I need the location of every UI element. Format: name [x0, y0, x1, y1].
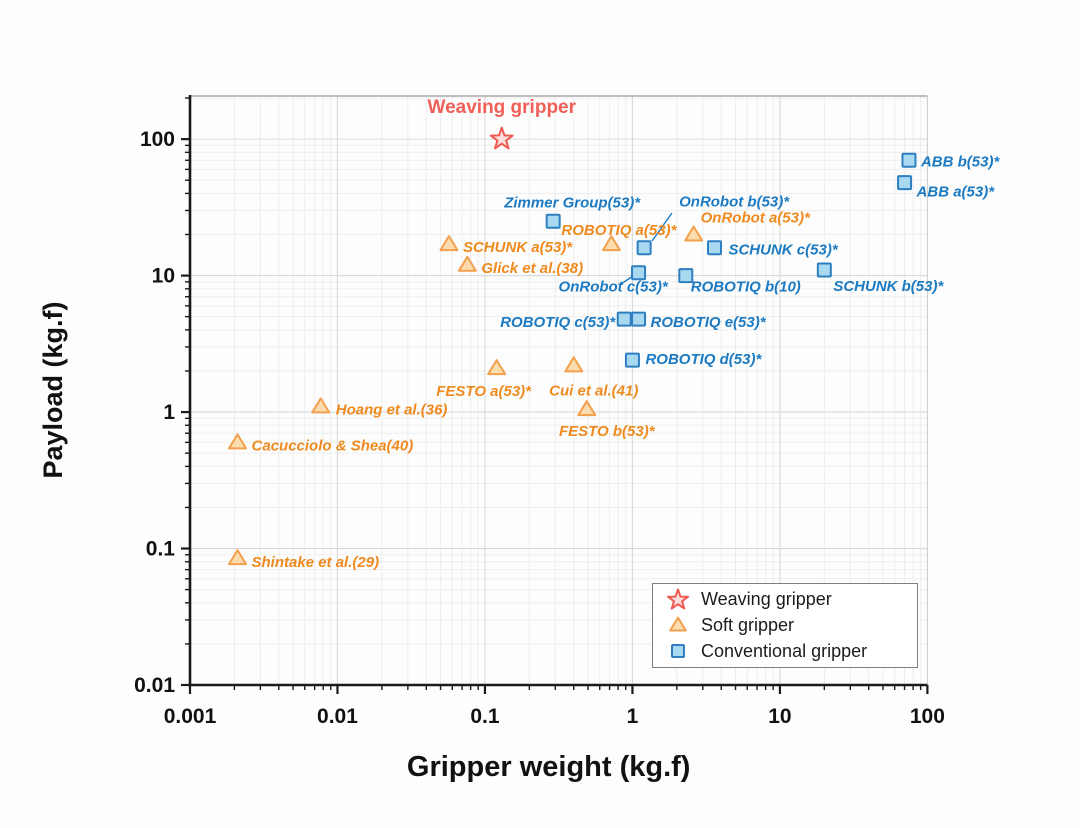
soft-gripper-marker — [564, 356, 584, 373]
conventional-gripper-marker — [816, 262, 832, 278]
x-tick-label: 0.001 — [164, 705, 217, 728]
conventional-gripper-marker — [636, 240, 652, 256]
soft-gripper-marker — [487, 359, 507, 376]
conventional-gripper-marker — [901, 152, 917, 168]
data-point-label: ROBOTIQ a(53)* — [561, 222, 677, 239]
data-point-label: Hoang et al.(36) — [336, 401, 448, 418]
conventional-gripper-marker — [616, 311, 632, 327]
conventional-gripper-marker — [631, 265, 647, 281]
soft-gripper-marker — [228, 433, 248, 450]
data-point-label: Cacucciolo & Shea(40) — [252, 437, 414, 454]
legend-item-weaving-gripper: Weaving gripper — [665, 587, 913, 612]
weaving-gripper-marker — [489, 126, 514, 150]
legend-label: Soft gripper — [701, 614, 795, 635]
y-tick-label: 0.1 — [146, 538, 176, 561]
data-point-label: ABB a(53)* — [916, 184, 996, 201]
soft-gripper-marker — [311, 397, 331, 414]
soft-gripper-marker — [457, 255, 477, 272]
data-point-label: ROBOTIQ c(53)* — [500, 314, 616, 331]
legend-item-conventional-gripper: Conventional gripper — [665, 639, 913, 664]
y-tick-label: 100 — [140, 128, 175, 151]
conventional-gripper-marker — [545, 213, 561, 229]
data-point-label: ROBOTIQ d(53)* — [645, 351, 762, 368]
data-point-label: Cui et al.(41) — [549, 382, 638, 399]
data-point-label: Glick et al.(38) — [481, 260, 583, 277]
axes: 0.001 0.01 0.1 1 10 100 0.01 0.1 1 10 100 Gripper w… — [38, 95, 945, 783]
x-tick-label: 1 — [627, 705, 639, 728]
legend: Weaving gripper Soft gripper Conventional … — [652, 583, 918, 668]
square-icon — [671, 644, 685, 659]
y-axis-title: Payload (kg.f) — [38, 301, 68, 478]
data-point-label: ABB b(53)* — [920, 153, 1001, 170]
y-tick-label: 0.01 — [134, 674, 175, 697]
conventional-gripper-marker — [897, 175, 913, 191]
y-tick-label: 1 — [163, 401, 175, 424]
data-points — [228, 126, 917, 566]
leader-line — [651, 212, 673, 242]
data-point-label: ROBOTIQ b(10) — [691, 279, 801, 296]
data-point-label: SCHUNK c(53)* — [728, 242, 838, 259]
triangle-icon — [669, 617, 687, 633]
soft-gripper-marker — [601, 235, 621, 252]
leader-line — [620, 275, 634, 285]
x-axis-title: Gripper weight (kg.f) — [407, 751, 691, 783]
data-point-label: ROBOTIQ e(53)* — [651, 314, 767, 331]
soft-gripper-marker — [228, 549, 248, 566]
data-point-label: OnRobot a(53)* — [701, 210, 811, 227]
data-point-label: Zimmer Group(53)* — [503, 194, 641, 211]
x-tick-label: 10 — [768, 705, 791, 728]
star-icon — [666, 588, 690, 610]
data-point-label: Shintake et al.(29) — [252, 554, 380, 571]
x-tick-label: 100 — [910, 705, 945, 728]
data-point-label: SCHUNK b(53)* — [833, 278, 944, 295]
leader-lines — [620, 212, 673, 285]
soft-gripper-marker — [684, 225, 704, 242]
x-tick-label: 0.01 — [317, 705, 358, 728]
y-tick-label: 10 — [152, 265, 175, 288]
legend-label: Conventional gripper — [701, 640, 868, 661]
soft-gripper-marker — [577, 400, 597, 417]
data-point-labels: Weaving gripper SCHUNK a(53)* Glick et al.… — [252, 97, 1001, 571]
data-point-label: SCHUNK a(53)* — [463, 239, 573, 256]
conventional-gripper-marker — [678, 268, 694, 284]
legend-item-soft-gripper: Soft gripper — [665, 613, 913, 638]
conventional-gripper-marker — [631, 311, 647, 327]
conventional-gripper-marker — [624, 352, 640, 368]
data-point-label: OnRobot b(53)* — [679, 194, 790, 211]
legend-label: Weaving gripper — [701, 589, 832, 610]
x-tick-label: 0.1 — [470, 705, 500, 728]
soft-gripper-marker — [439, 235, 459, 252]
data-point-label: FESTO b(53)* — [559, 423, 656, 440]
conventional-gripper-marker — [706, 240, 722, 256]
data-point-label: OnRobot c(53)* — [559, 279, 669, 296]
data-point-label: Weaving gripper — [428, 97, 577, 118]
data-point-label: FESTO a(53)* — [436, 383, 532, 400]
